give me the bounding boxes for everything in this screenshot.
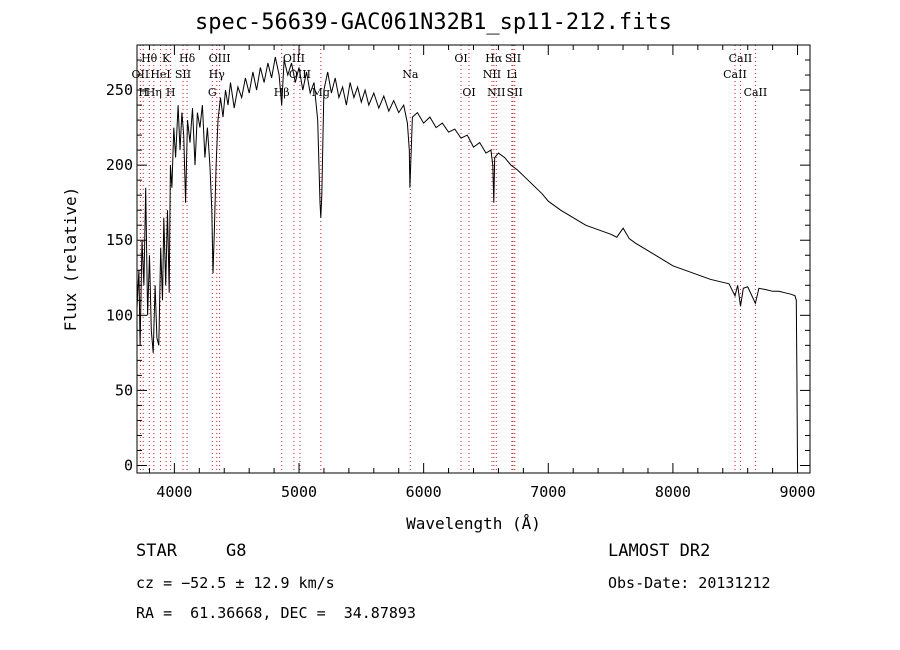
object-class: STAR — [136, 541, 177, 561]
y-tick-label: 150 — [106, 231, 133, 249]
y-tick-label: 0 — [124, 456, 133, 474]
subclass: G8 — [226, 541, 247, 561]
spectral-line-label: SII — [507, 86, 523, 99]
y-tick-label: 50 — [115, 381, 133, 399]
observation-date: Obs-Date: 20131212 — [608, 574, 771, 592]
y-tick-label: 200 — [106, 156, 133, 174]
chart-title: spec-56639-GAC061N32B1_sp11-212.fits — [195, 10, 672, 35]
x-tick-label: 4000 — [156, 483, 192, 501]
spectral-line-label: OII — [132, 68, 150, 81]
spectral-line-label: Hβ — [274, 86, 290, 99]
redshift-velocity: cz = −52.5 ± 12.9 km/s — [136, 574, 335, 592]
spectral-line-label: Li — [506, 68, 517, 81]
spectral-line-label: G — [208, 86, 217, 99]
spectral-line-label: H — [138, 86, 148, 99]
spectral-line-label: H — [166, 86, 176, 99]
spectral-line-label: HeI — [150, 68, 170, 81]
spectrum-line — [136, 56, 798, 466]
x-tick-label: 8000 — [655, 483, 691, 501]
spectral-line-label: Na — [402, 68, 419, 81]
coordinates: RA = 61.36668, DEC = 34.87893 — [136, 604, 416, 622]
spectral-line-label: NII — [487, 86, 505, 99]
spectral-line-label: K — [162, 52, 171, 65]
survey-name: LAMOST DR2 — [608, 541, 711, 561]
x-tick-label: 7000 — [530, 483, 566, 501]
y-axis-label: Flux (relative) — [61, 187, 80, 332]
y-tick-label: 100 — [106, 306, 133, 324]
spectral-line-label: Hη — [146, 86, 162, 99]
spectral-line-label: Mg — [312, 86, 330, 99]
spectral-line-label: CaII — [723, 68, 747, 81]
spectral-line-label: SII — [505, 52, 521, 65]
plot-frame — [136, 44, 811, 474]
spectral-line-label: Hθ — [141, 52, 158, 65]
x-tick-label: 9000 — [779, 483, 815, 501]
spectral-line-label: CaII — [744, 86, 768, 99]
x-tick-label: 6000 — [406, 483, 442, 501]
spectral-line-label: OI — [454, 52, 467, 65]
spectral-line-label: Hα — [485, 52, 503, 65]
spectral-line-label: Hδ — [179, 52, 196, 65]
spectral-line-label: OIII — [209, 52, 231, 65]
spectral-line-label: Hγ — [209, 68, 226, 81]
x-axis-label: Wavelength (Å) — [406, 514, 541, 533]
x-tick-label: 5000 — [281, 483, 317, 501]
spectral-line-label: OIII — [283, 52, 305, 65]
spectral-line-label: SII — [175, 68, 191, 81]
spectral-line-label: NII — [483, 68, 501, 81]
y-tick-label: 250 — [106, 81, 133, 99]
spectral-line-label: CaII — [729, 52, 753, 65]
spectral-line-label: OI — [462, 86, 475, 99]
